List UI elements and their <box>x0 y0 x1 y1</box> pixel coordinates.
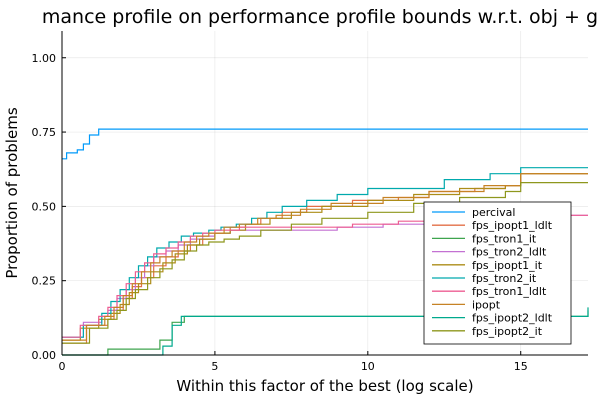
chart-title: mance profile on performance profile bou… <box>42 6 598 28</box>
y-tick-label: 0.25 <box>32 275 57 288</box>
legend-label: fps_tron2_it <box>472 272 537 285</box>
tick-labels: 0 5 10 15 0.00 0.25 0.50 0.75 1.00 <box>32 52 528 373</box>
legend-label: percival <box>472 206 515 219</box>
y-tick-label: 0.50 <box>32 200 57 213</box>
legend-label: fps_ipopt2_ldlt <box>472 312 553 325</box>
x-tick-label: 5 <box>211 360 218 373</box>
series-group <box>62 128 589 356</box>
legend-label: ipopt <box>472 298 501 311</box>
legend: percivalfps_ipopt1_ldltfps_tron1_itfps_t… <box>423 201 572 345</box>
y-tick-label: 1.00 <box>32 52 57 65</box>
legend-label: fps_tron1_ldlt <box>472 285 547 298</box>
x-tick-label: 0 <box>59 360 66 373</box>
legend-label: fps_ipopt2_it <box>472 325 543 338</box>
axes <box>61 31 588 356</box>
legend-label: fps_ipopt1_ldlt <box>472 219 553 232</box>
series-line-ipopt <box>62 173 588 341</box>
legend-label: fps_tron2_ldlt <box>472 246 547 259</box>
legend-label: fps_tron1_it <box>472 232 537 245</box>
x-axis-label: Within this factor of the best (log scal… <box>176 377 473 395</box>
series-line-fps_tron2_it <box>62 167 588 338</box>
x-tick-label: 15 <box>514 360 528 373</box>
series-line-percival <box>62 128 588 160</box>
y-tick-label: 0.75 <box>32 126 57 139</box>
series-line-fps_ipopt2_it <box>62 182 588 344</box>
x-tick-label: 10 <box>361 360 375 373</box>
y-tick-label: 0.00 <box>32 349 57 362</box>
y-axis-label: Proportion of problems <box>3 107 21 278</box>
legend-label: fps_ipopt1_it <box>472 259 543 272</box>
